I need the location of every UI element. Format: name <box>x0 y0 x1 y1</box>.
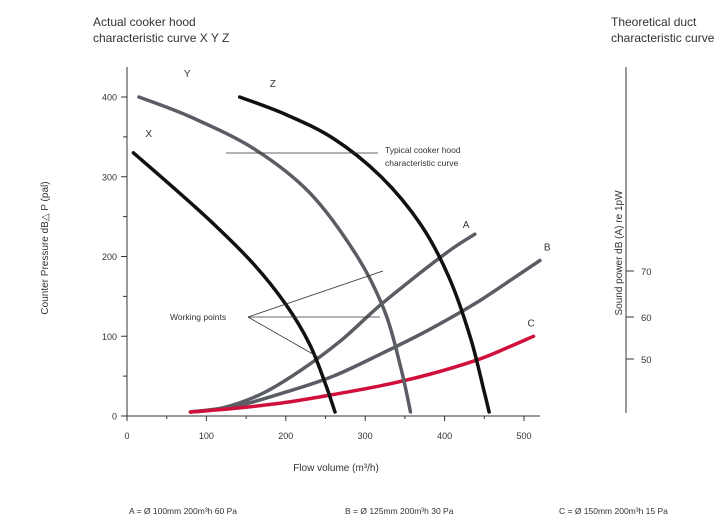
y-axis-label: Counter Pressure dB△ P (pal) <box>40 181 51 314</box>
typical-curve-label-line2: characteristic curve <box>385 158 458 168</box>
left-chart-title: Actual cooker hood characteristic curve … <box>93 14 229 46</box>
hood-curve-x <box>131 151 337 414</box>
footer-legend-b: B = Ø 125mm 200m³h 30 Pa <box>345 506 454 516</box>
duct-curve-label-b: B <box>544 242 551 253</box>
y-tick-label: 400 <box>102 93 117 103</box>
left-title-line1: Actual cooker hood <box>93 15 196 29</box>
hood-curve-label-z: Z <box>270 79 276 90</box>
x-tick-label: 0 <box>124 431 129 441</box>
hood-curve-label-y: Y <box>184 69 191 80</box>
y-tick-label: 200 <box>102 252 117 262</box>
x-tick-label: 100 <box>199 431 214 441</box>
tick-layer: 0 100 200 300 400 0 100 200 300 400 500 70 60 50 <box>102 93 652 442</box>
x-tick-label: 400 <box>437 431 452 441</box>
right-chart-title: Theoretical duct characteristic curve <box>611 14 714 46</box>
annotation-layer: Typical cooker hood characteristic curve… <box>40 145 625 474</box>
x-tick-label: 300 <box>358 431 373 441</box>
footer-legend-a: A = Ø 100mm 200m³h 60 Pa <box>129 506 237 516</box>
right-axis-label: Sound power dB (A) re 1pW <box>614 190 625 316</box>
x-tick-label: 500 <box>516 431 531 441</box>
curves-layer: A B C X Y Z <box>131 69 551 414</box>
axes-layer <box>126 67 627 417</box>
duct-curve-b <box>188 258 542 414</box>
hood-curve-y <box>137 95 413 414</box>
right-axis-tick-label: 70 <box>641 267 652 278</box>
hood-curve-z <box>237 95 491 414</box>
y-tick-label: 0 <box>112 412 117 422</box>
typical-curve-label-line1: Typical cooker hood <box>385 145 461 155</box>
duct-curve-a <box>188 232 477 414</box>
right-title-line1: Theoretical duct <box>611 15 697 29</box>
x-tick-label: 200 <box>278 431 293 441</box>
y-tick-label: 100 <box>102 332 117 342</box>
duct-curve-c <box>188 334 536 414</box>
right-axis-tick-label: 60 <box>641 313 652 324</box>
y-tick-label: 300 <box>102 172 117 182</box>
working-point-leader <box>247 270 384 318</box>
x-axis-label: Flow volume (m³/h) <box>293 463 379 474</box>
right-title-line2: characteristic curve <box>611 31 715 45</box>
working-points-label: Working points <box>170 312 226 322</box>
footer-legend-c: C = Ø 150mm 200m³h 15 Pa <box>559 506 668 516</box>
left-title-line2: characteristic curve X Y Z <box>93 31 230 45</box>
duct-curve-label-c: C <box>528 318 535 329</box>
hood-curve-label-x: X <box>145 129 152 140</box>
duct-curve-label-a: A <box>463 220 470 231</box>
working-point-leader <box>247 316 319 358</box>
right-axis-tick-label: 50 <box>641 355 652 366</box>
